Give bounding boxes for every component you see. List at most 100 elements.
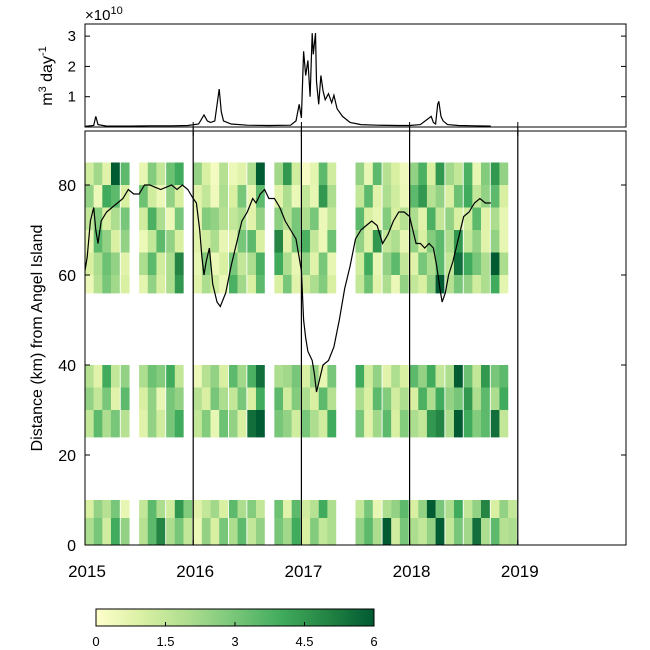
heatmap-cell — [318, 162, 328, 186]
heatmap-cell — [174, 410, 184, 438]
heatmap-cell — [102, 207, 112, 231]
heatmap-cell — [120, 230, 130, 253]
heatmap-cell — [219, 185, 229, 208]
heatmap-cell — [156, 387, 166, 411]
heatmap-cell — [291, 410, 301, 438]
heatmap-cell — [418, 500, 428, 519]
heatmap-cell — [499, 365, 509, 388]
heatmap-cell — [372, 518, 382, 546]
colorbar-tick-label: 4.5 — [295, 634, 313, 649]
heatmap-cell — [201, 275, 211, 294]
heatmap-cell — [210, 387, 220, 411]
heatmap-cell — [445, 207, 455, 231]
colorbar-tick-label: 6 — [370, 634, 377, 649]
heatmap-cell — [93, 500, 103, 519]
heatmap-cell — [247, 230, 257, 253]
heatmap-cell — [481, 252, 490, 276]
heatmap-cell — [418, 365, 428, 388]
bottom-x-tick-label: 2015 — [68, 562, 106, 581]
heatmap-cell — [499, 387, 509, 411]
heatmap-cell — [327, 252, 337, 276]
heatmap-cell — [120, 500, 130, 519]
heatmap-cell — [364, 518, 373, 546]
heatmap-cell — [228, 275, 238, 294]
heatmap-cell — [147, 162, 157, 186]
heatmap-cell — [372, 252, 382, 276]
heatmap-cell — [219, 410, 229, 438]
heatmap-cell — [499, 518, 509, 546]
bottom-y-tick-label: 0 — [67, 538, 76, 555]
heatmap-cell — [355, 230, 365, 253]
heatmap-cell — [301, 275, 311, 294]
heatmap-cell — [463, 252, 473, 276]
heatmap-cell — [166, 207, 175, 231]
heatmap-cell — [310, 230, 319, 253]
heatmap-cell — [301, 252, 311, 276]
heatmap-cell — [490, 365, 500, 388]
bottom-x-ticks: 2015 2016 2017 2018 2019 — [68, 131, 627, 581]
heatmap-cell — [453, 365, 463, 388]
heatmap-cell — [274, 230, 284, 253]
heatmap-cell — [247, 500, 257, 519]
heatmap-cell — [435, 365, 445, 388]
heatmap-cell — [499, 230, 509, 253]
heatmap-cell — [382, 252, 392, 276]
heatmap-cell — [318, 518, 328, 546]
heatmap-cell — [274, 365, 284, 388]
heatmap-cell — [499, 162, 509, 186]
heatmap-cell — [193, 252, 203, 276]
heatmap-cell — [201, 410, 211, 438]
heatmap-cell — [283, 387, 292, 411]
heatmap-cell — [355, 252, 365, 276]
heatmap-cell — [445, 185, 455, 208]
heatmap-cell — [310, 275, 319, 294]
heatmap-cell — [481, 387, 490, 411]
heatmap-cell — [435, 275, 445, 294]
heatmap-cell — [283, 275, 292, 294]
discharge-panel: ×1010 m3 day-1 1 2 3 — [37, 5, 627, 128]
heatmap-cell — [463, 387, 473, 411]
heatmap-cell — [219, 275, 229, 294]
heatmap-cell — [472, 162, 482, 186]
heatmap-cell — [310, 162, 319, 186]
heatmap-cell — [327, 387, 337, 411]
heatmap-cell — [183, 518, 193, 546]
heatmap-cell — [255, 252, 265, 276]
heatmap-cell — [255, 162, 265, 186]
heatmap-cell — [283, 185, 292, 208]
heatmap-cell — [409, 275, 419, 294]
heatmap-cell — [318, 387, 328, 411]
heatmap-cell — [372, 500, 382, 519]
heatmap-cell — [193, 365, 203, 388]
heatmap-cell — [274, 252, 284, 276]
heatmap-cell — [418, 230, 428, 253]
heatmap-cell — [193, 275, 203, 294]
heatmap-cell — [472, 387, 482, 411]
heatmap-cell — [139, 275, 148, 294]
heatmap-cell — [201, 500, 211, 519]
heatmap-cell — [453, 207, 463, 231]
heatmap-cell — [382, 500, 392, 519]
heatmap-cell — [85, 207, 94, 231]
heatmap-cell — [193, 185, 203, 208]
heatmap-cell — [445, 252, 455, 276]
heatmap-cell — [174, 185, 184, 208]
heatmap-cell — [237, 230, 247, 253]
heatmap-cell — [490, 207, 500, 231]
heatmap-cell — [291, 387, 301, 411]
heatmap-cell — [247, 275, 257, 294]
heatmap-cell — [327, 365, 337, 388]
heatmap-cell — [318, 207, 328, 231]
heatmap-cell — [291, 365, 301, 388]
heatmap-cell — [382, 185, 392, 208]
heatmap-cell — [120, 410, 130, 438]
heatmap-cell — [110, 410, 120, 438]
heatmap-cell — [327, 275, 337, 294]
heatmap-cell — [139, 185, 148, 208]
heatmap-cell — [472, 275, 482, 294]
heatmap-cell — [435, 162, 445, 186]
heatmap-cell — [247, 207, 257, 231]
heatmap-cell — [382, 230, 392, 253]
heatmap-cell — [102, 518, 112, 546]
heatmap-cell — [435, 518, 445, 546]
